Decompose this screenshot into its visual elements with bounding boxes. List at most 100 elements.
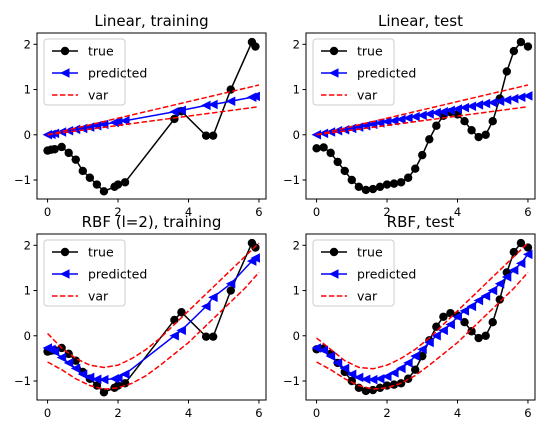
series-true-point [481, 331, 490, 340]
y-tick-label: 0 [24, 128, 31, 142]
x-tick-label: 4 [185, 406, 192, 420]
series-predicted-point [49, 128, 60, 139]
series-true-point [120, 379, 130, 388]
series-predicted-point [113, 373, 123, 383]
legend: true predicted var [312, 239, 416, 307]
series-predicted-point [332, 125, 343, 136]
legend-entry-true: true [52, 245, 114, 260]
series-predicted-point [480, 291, 491, 301]
series-predicted-point [389, 115, 399, 126]
subplot-title: Linear, training [94, 12, 208, 30]
plot-area [311, 37, 533, 195]
y-tick-label: 2 [24, 37, 31, 51]
series-true-point [411, 164, 420, 173]
series-true-point [382, 180, 392, 189]
series-predicted-point [431, 331, 441, 341]
series-true-point [467, 327, 476, 336]
subplot-title: RBF, test [387, 213, 455, 231]
series-true-point [57, 142, 66, 152]
y-tick-label: 1 [24, 83, 31, 97]
series-predicted-point [382, 371, 392, 382]
legend-label: predicted [88, 66, 147, 81]
series-true-point [516, 37, 526, 47]
legend-entry-predicted: predicted [321, 66, 416, 81]
series-predicted-point [325, 351, 336, 361]
series-predicted-point [346, 123, 357, 134]
series-true-point [425, 135, 434, 144]
series-predicted-point [250, 253, 260, 263]
series-true-point [347, 175, 356, 185]
series-true-point [326, 148, 335, 158]
series-true-point [99, 187, 109, 196]
series-true-point [418, 351, 427, 361]
series-predicted-point [487, 97, 498, 108]
series-predicted-point [480, 98, 491, 109]
series-predicted-point [410, 111, 420, 122]
series-true-point [251, 42, 260, 51]
legend-entry-predicted: predicted [52, 66, 147, 81]
y-tick-label: −1 [14, 374, 31, 388]
series-true-point [389, 179, 399, 188]
x-tick-label: 0 [313, 406, 320, 420]
series-predicted-point [360, 374, 371, 384]
axes-frame [305, 32, 536, 200]
series-predicted-point [176, 325, 186, 336]
series-predicted-point [339, 125, 350, 135]
series-predicted-point [63, 125, 74, 136]
series-predicted-point [508, 265, 519, 275]
legend-entry-predicted: predicted [52, 267, 147, 282]
series-predicted-point [466, 301, 477, 312]
series-predicted-point [98, 374, 109, 385]
legend-label: predicted [88, 267, 147, 282]
series-var-lower-line [47, 105, 260, 136]
x-tick-label: 0 [44, 205, 51, 219]
series-true-point [354, 182, 364, 191]
axes-frame [36, 32, 267, 200]
series-true-point [488, 318, 497, 327]
series-true-point [460, 318, 469, 327]
series-predicted-point [508, 93, 519, 104]
series-true-point [177, 308, 186, 317]
series-true-point [50, 145, 59, 154]
series-true-point [201, 332, 211, 341]
series-predicted-point [70, 363, 81, 374]
series-predicted-point [311, 130, 322, 140]
series-predicted-point [169, 331, 179, 341]
legend-entry-true: true [321, 245, 383, 260]
series-predicted-point [403, 358, 413, 368]
axes-frame [36, 233, 267, 401]
series-predicted-point [77, 123, 88, 134]
legend-entry-var: var [321, 289, 378, 304]
series-predicted-point [438, 325, 448, 336]
y-tick-label: −1 [283, 173, 300, 187]
y-tick-label: 0 [293, 128, 300, 142]
series-true-point [516, 238, 526, 248]
series-true-point [201, 131, 211, 140]
series-predicted-point [56, 127, 67, 137]
series-var-lower-line [316, 105, 529, 136]
y-tick-label: 1 [293, 83, 300, 97]
x-tick-label: 4 [454, 205, 461, 219]
legend-swatch-marker [60, 68, 70, 78]
x-tick-label: 2 [383, 205, 390, 219]
x-tick-label: 6 [524, 205, 531, 219]
legend: true predicted var [312, 38, 416, 106]
series-predicted-point [515, 92, 526, 102]
series-true-point [396, 178, 406, 187]
series-predicted-point [417, 344, 427, 355]
series-true-point [208, 131, 218, 140]
x-tick-label: 6 [255, 406, 262, 420]
series-true-point [208, 332, 218, 341]
series-var-lower-line [47, 271, 260, 390]
series-predicted-point [208, 292, 218, 303]
series-predicted-point [318, 128, 329, 139]
series-predicted-point [208, 99, 218, 110]
series-predicted-point [487, 285, 498, 296]
legend-swatch-marker [329, 46, 339, 56]
series-true-point [432, 322, 441, 331]
series-true-point [411, 365, 420, 374]
series-true-point [92, 180, 102, 189]
legend-entry-true: true [321, 44, 383, 59]
legend-label: predicted [357, 66, 416, 81]
